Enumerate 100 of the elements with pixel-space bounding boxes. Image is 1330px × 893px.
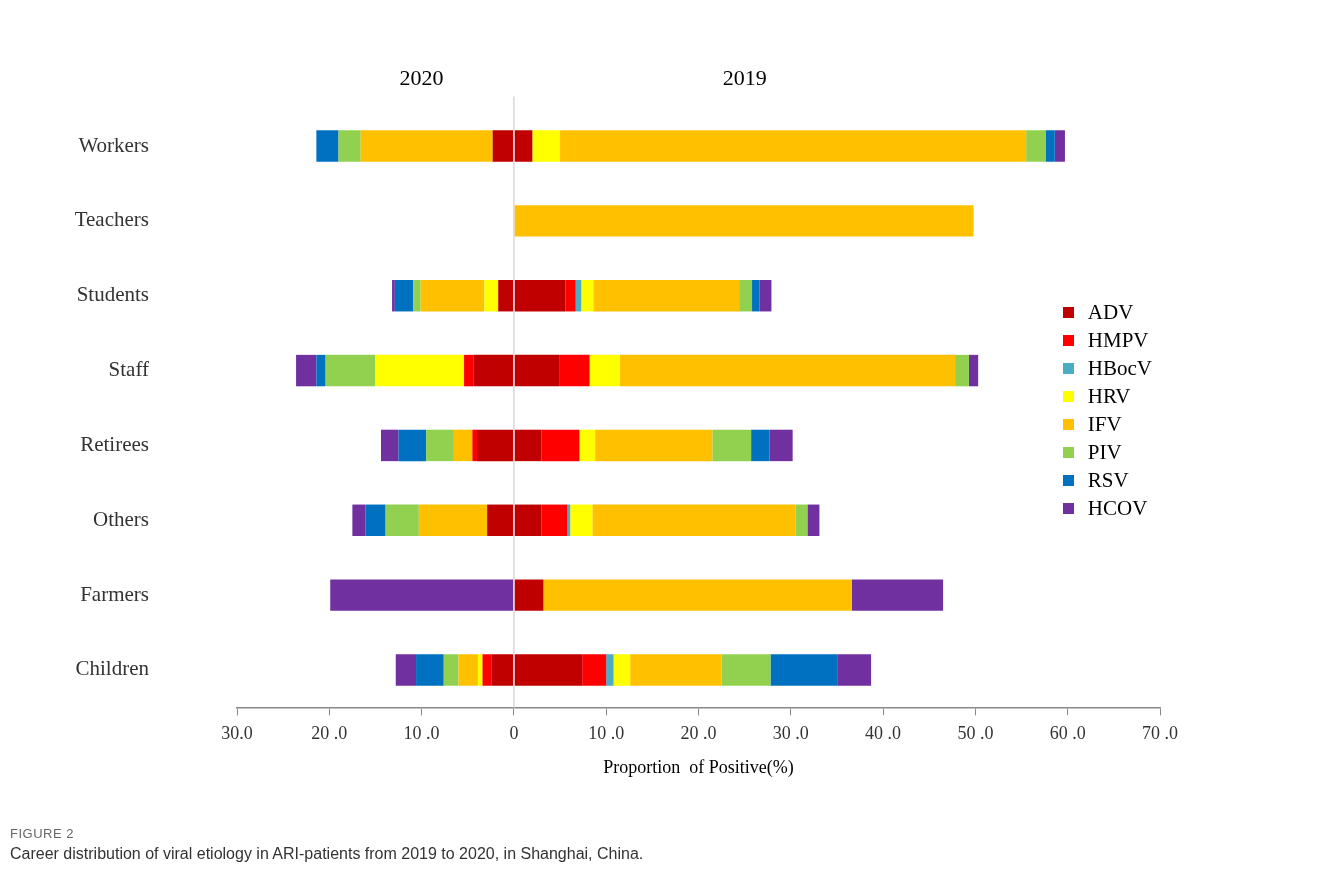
legend-label: HBocV — [1087, 355, 1152, 381]
legend-label: PIV — [1087, 439, 1122, 465]
text: Career distribution of viral etiology in ARI-patients from 2019 to 2020, in Shanghai, China. — [10, 845, 645, 863]
x-tick-label: 60 .0 — [1049, 722, 1086, 743]
bar — [851, 579, 944, 611]
bar — [498, 280, 514, 312]
bar — [968, 354, 979, 387]
bar — [418, 504, 488, 536]
bar — [606, 654, 614, 686]
bar — [514, 280, 566, 312]
bar — [491, 654, 514, 686]
legend-label: HCOV — [1087, 495, 1148, 521]
bar — [472, 429, 477, 462]
bar — [613, 654, 631, 686]
bar — [837, 654, 872, 686]
bar — [514, 579, 544, 611]
bar — [541, 504, 568, 536]
x-tick-label: 20 .0 — [680, 722, 717, 743]
bar — [338, 130, 361, 162]
bar — [739, 280, 753, 312]
bar — [541, 429, 580, 462]
x-axis-title: Proportion of Positive(%) — [603, 757, 794, 779]
x-tick-label: 0 — [509, 722, 519, 743]
bar — [589, 354, 621, 387]
bar — [394, 280, 414, 312]
bar — [476, 429, 514, 462]
bar — [565, 280, 576, 312]
text: 2019 — [722, 65, 767, 91]
bar — [582, 654, 607, 686]
bar — [458, 654, 478, 686]
bar — [473, 354, 514, 387]
legend-label: HMPV — [1087, 327, 1149, 353]
bar — [492, 130, 514, 162]
bar — [581, 280, 594, 312]
bar — [464, 354, 474, 387]
bar — [365, 504, 386, 536]
y-tick-label: Children — [75, 656, 150, 681]
bar — [325, 354, 376, 387]
bar — [375, 354, 465, 387]
text: 2020 — [399, 65, 444, 91]
bar — [482, 654, 492, 686]
bar — [413, 280, 421, 312]
bar — [759, 280, 772, 312]
bar — [477, 654, 483, 686]
bar — [514, 654, 583, 686]
bar — [579, 429, 596, 462]
bar — [559, 354, 590, 387]
bar — [453, 429, 473, 462]
bar — [807, 504, 820, 536]
bar — [592, 504, 796, 536]
bar — [360, 130, 493, 162]
bar — [532, 130, 561, 162]
y-tick-label: Teachers — [74, 207, 149, 232]
bar — [296, 354, 317, 387]
bar — [514, 130, 533, 162]
bar — [514, 205, 974, 237]
bar — [721, 654, 771, 686]
y-tick-label: Retirees — [80, 431, 149, 456]
x-tick-label: 30 .0 — [772, 722, 809, 743]
x-tick-label: 70 .0 — [1142, 722, 1178, 743]
bar — [426, 429, 454, 462]
bar — [751, 429, 770, 462]
legend-label: RSV — [1087, 467, 1129, 493]
bar — [620, 354, 956, 387]
x-tick-label: 20 .0 — [311, 722, 348, 743]
y-tick-label: Staff — [108, 357, 149, 382]
bar — [712, 429, 752, 462]
bar — [955, 354, 969, 387]
x-tick-label: 50 .0 — [957, 722, 994, 743]
bar — [330, 579, 514, 611]
bar — [1054, 130, 1065, 162]
x-tick-label: 10 .0 — [588, 722, 625, 743]
bar — [487, 504, 514, 536]
bar — [1026, 130, 1046, 162]
bar — [595, 429, 713, 462]
legend-label: HRV — [1087, 383, 1131, 409]
bar — [316, 354, 326, 387]
bar — [514, 429, 542, 462]
x-tick-label: 10 .0 — [403, 722, 440, 743]
bar — [385, 504, 419, 536]
x-tick-label: 30.0 — [221, 722, 253, 743]
bar — [395, 654, 417, 686]
bar — [593, 280, 740, 312]
bar — [560, 130, 1027, 162]
bar — [420, 280, 485, 312]
bar — [567, 504, 571, 536]
bar — [570, 504, 593, 536]
bar — [484, 280, 499, 312]
bar — [392, 280, 395, 312]
bar — [769, 429, 793, 462]
caption: FIGURE 2 — [10, 826, 75, 841]
bar — [316, 130, 339, 162]
bar — [514, 354, 560, 387]
bar — [443, 654, 459, 686]
legend-label: ADV — [1087, 299, 1134, 325]
bar — [514, 504, 542, 536]
bar — [795, 504, 808, 536]
y-tick-label: Students — [76, 282, 149, 307]
bar — [398, 429, 427, 462]
bar — [543, 579, 852, 611]
